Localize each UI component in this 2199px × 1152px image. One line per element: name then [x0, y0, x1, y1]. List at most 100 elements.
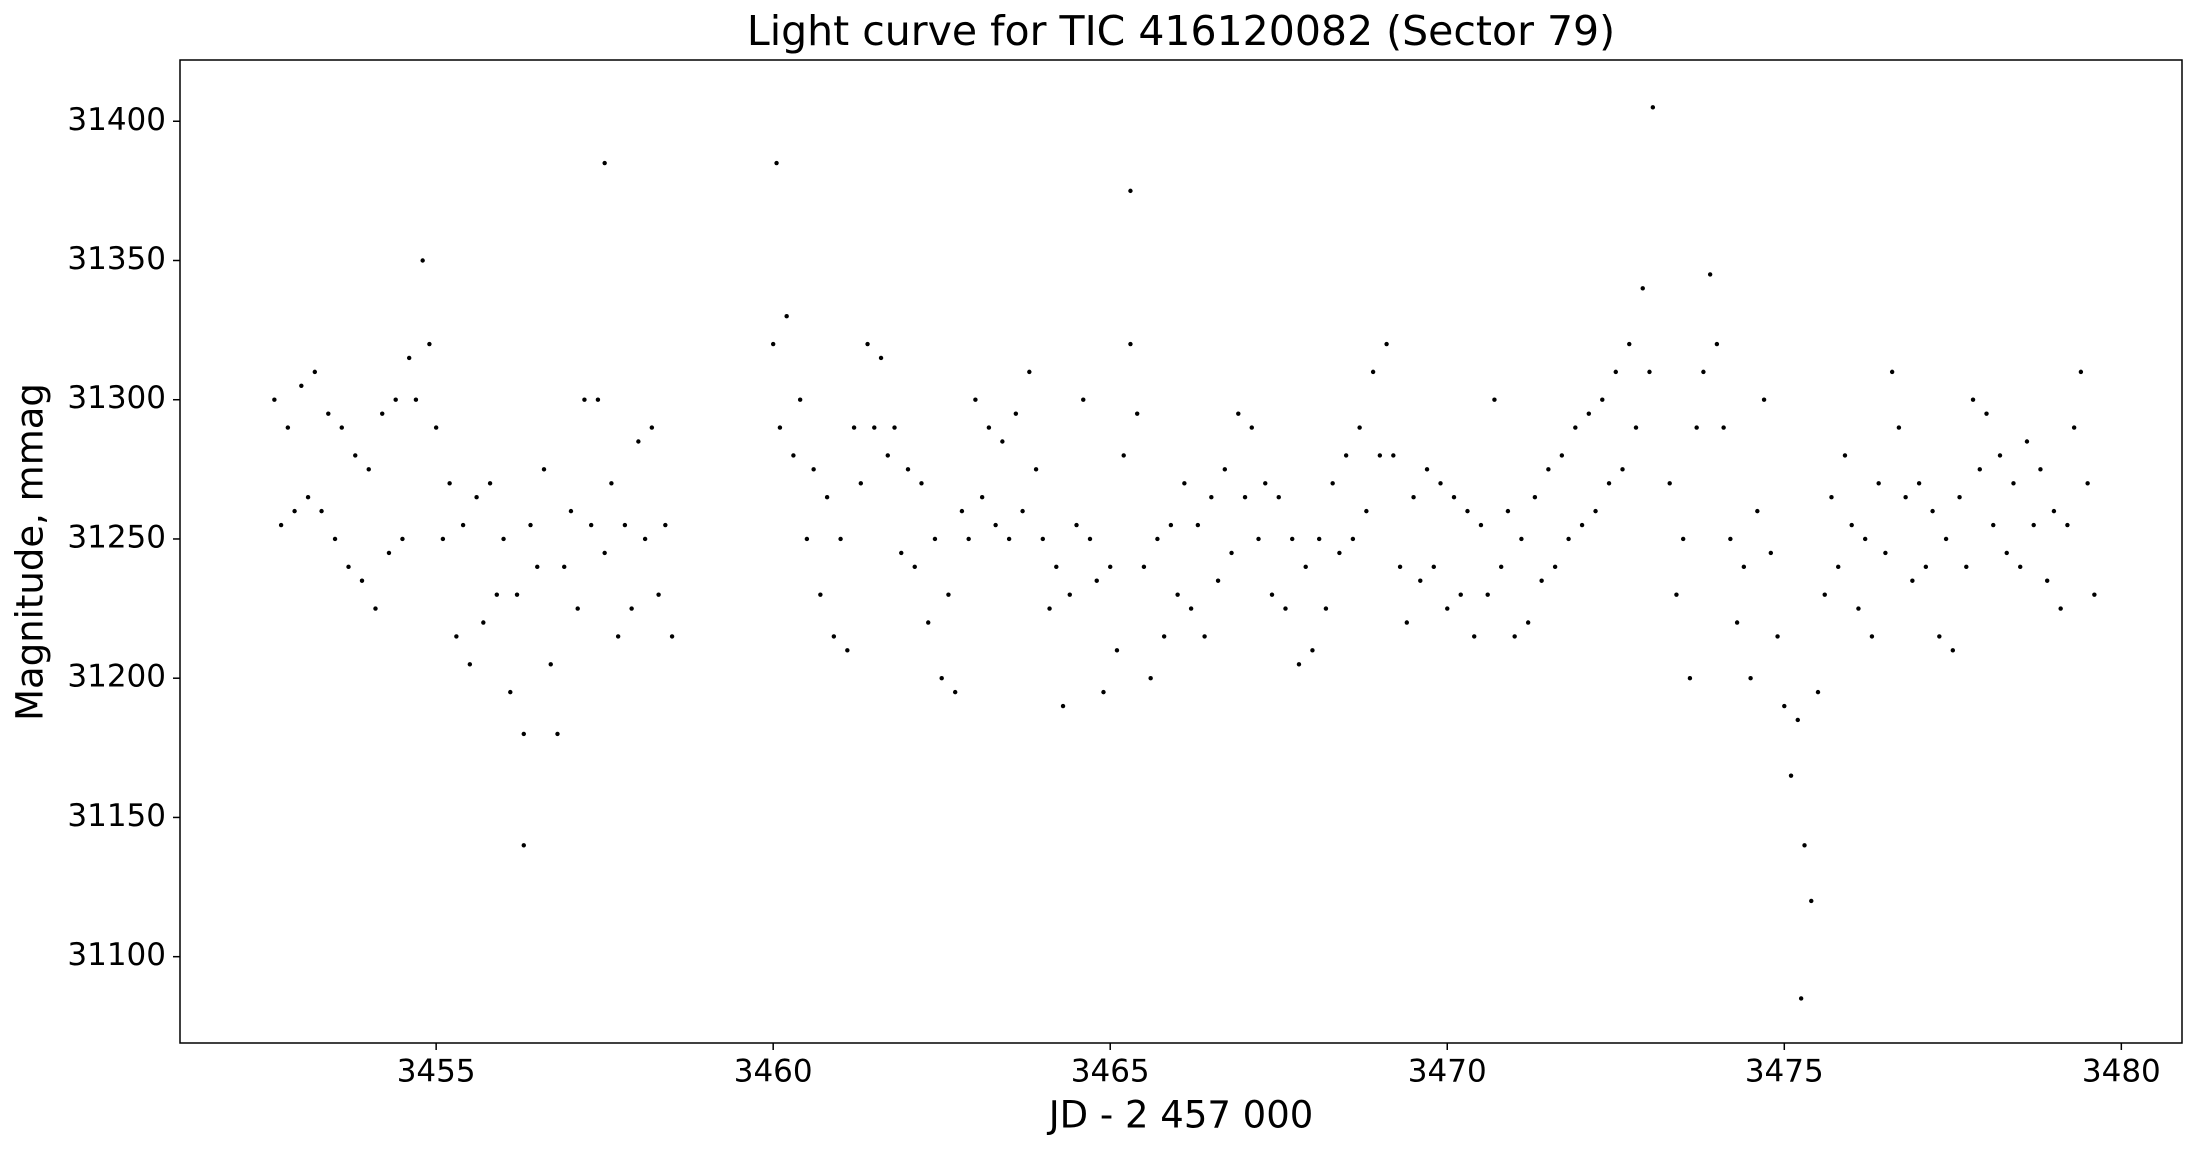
- point: [1991, 522, 1996, 528]
- point: [326, 411, 331, 416]
- point: [2018, 564, 2023, 570]
- point: [514, 592, 520, 597]
- point: [1222, 467, 1228, 472]
- point: [872, 425, 877, 430]
- point: [494, 592, 500, 597]
- point: [1687, 676, 1693, 681]
- point: [1175, 592, 1180, 597]
- point: [1734, 620, 1740, 625]
- point: [770, 341, 776, 347]
- point: [353, 453, 358, 458]
- point: [2058, 606, 2063, 611]
- point: [1000, 439, 1005, 444]
- point: [1519, 536, 1524, 542]
- point: [1606, 481, 1612, 486]
- point: [939, 676, 944, 681]
- point: [299, 383, 304, 389]
- point: [1650, 105, 1656, 110]
- point: [278, 522, 284, 528]
- point: [1728, 536, 1733, 542]
- point: [1775, 634, 1780, 639]
- point: [1316, 536, 1322, 542]
- point: [1377, 453, 1383, 458]
- point: [332, 536, 338, 542]
- x-tick-label: 3460: [734, 1054, 813, 1090]
- point: [865, 341, 870, 347]
- point: [1896, 425, 1902, 430]
- point: [1559, 453, 1565, 458]
- point: [2051, 508, 2057, 514]
- point: [1384, 341, 1389, 347]
- point: [1842, 453, 1848, 458]
- point: [1795, 717, 1800, 723]
- point: [272, 397, 277, 402]
- point: [521, 731, 526, 737]
- point: [932, 536, 938, 542]
- point: [1242, 494, 1248, 500]
- point: [1202, 634, 1207, 639]
- point: [548, 662, 553, 667]
- point: [400, 536, 405, 542]
- point: [1256, 536, 1261, 542]
- point: [1782, 703, 1787, 709]
- point: [2085, 481, 2090, 486]
- point: [1755, 508, 1760, 514]
- point: [845, 648, 850, 653]
- point: [838, 536, 843, 542]
- point: [380, 411, 385, 416]
- point: [1397, 564, 1403, 570]
- point: [2071, 425, 2077, 430]
- point: [1741, 564, 1747, 570]
- point: [1903, 494, 1908, 500]
- point: [312, 369, 318, 375]
- y-tick-label: 31350: [67, 241, 166, 277]
- point: [447, 481, 452, 486]
- point: [1013, 411, 1019, 416]
- point: [642, 536, 648, 542]
- point: [1573, 425, 1578, 430]
- point: [811, 467, 816, 472]
- point: [386, 550, 392, 556]
- point: [912, 564, 917, 570]
- point: [851, 425, 857, 430]
- point: [1350, 536, 1356, 542]
- point: [1856, 606, 1861, 611]
- point: [1168, 522, 1174, 528]
- point: [919, 481, 924, 486]
- point: [1027, 369, 1032, 375]
- point: [2065, 522, 2070, 528]
- point: [1485, 592, 1490, 597]
- point: [993, 522, 998, 528]
- point: [1343, 453, 1349, 458]
- point: [1586, 411, 1592, 416]
- point: [1114, 648, 1120, 653]
- point: [602, 550, 607, 556]
- point: [1768, 550, 1774, 556]
- point: [1707, 272, 1713, 277]
- point: [1822, 592, 1827, 597]
- point: [413, 397, 419, 402]
- point: [1472, 634, 1477, 639]
- point: [622, 522, 628, 528]
- point: [1148, 676, 1153, 681]
- point: [1869, 634, 1875, 639]
- point: [528, 522, 533, 528]
- point: [1970, 397, 1976, 402]
- point: [1552, 564, 1558, 570]
- point: [1033, 467, 1039, 472]
- point: [1984, 411, 1989, 416]
- point: [1188, 606, 1194, 611]
- point: [1067, 592, 1072, 597]
- point: [1748, 676, 1753, 681]
- y-tick-label: 31300: [67, 380, 166, 416]
- point: [1330, 481, 1335, 486]
- point: [1006, 536, 1012, 542]
- point: [2011, 481, 2016, 486]
- point: [1647, 369, 1652, 375]
- point: [1182, 481, 1187, 486]
- point: [595, 397, 601, 402]
- point: [1195, 522, 1201, 528]
- point: [824, 494, 830, 500]
- x-tick-label: 3470: [1408, 1054, 1487, 1090]
